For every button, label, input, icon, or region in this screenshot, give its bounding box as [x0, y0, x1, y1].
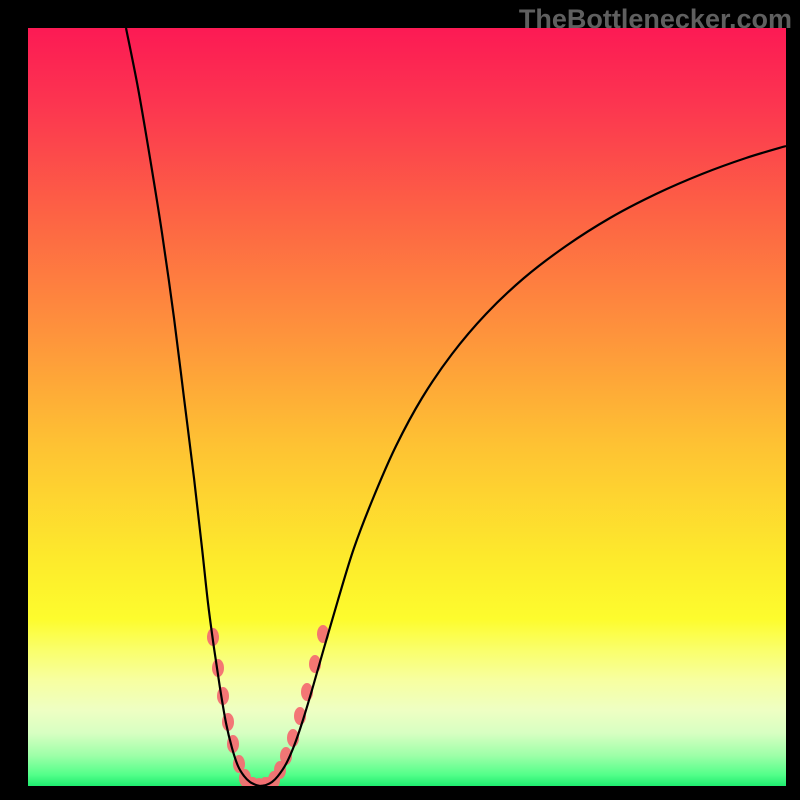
- chart-svg: [28, 28, 786, 786]
- curve-right-branch: [260, 146, 786, 786]
- chart-container: TheBottlenecker.com: [0, 0, 800, 800]
- curve-left-branch: [126, 28, 260, 786]
- plot-area: [28, 28, 786, 786]
